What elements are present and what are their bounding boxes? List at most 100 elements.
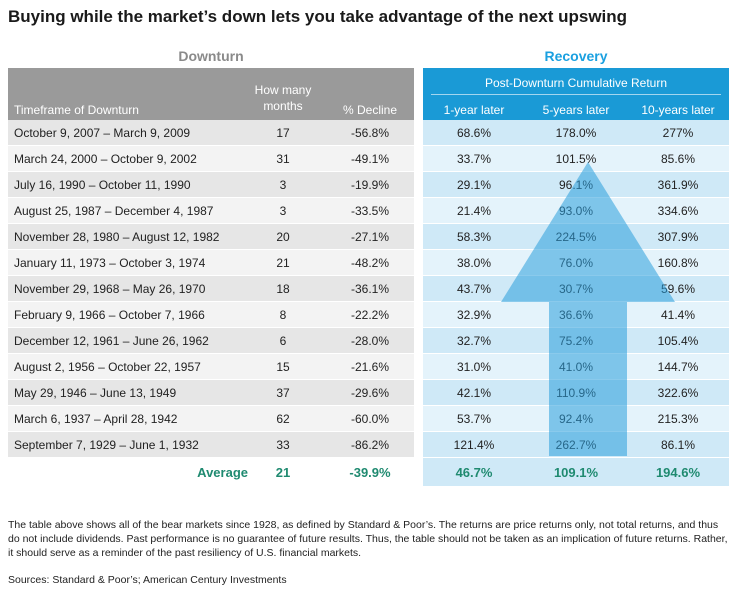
row-10-years: 334.6%: [657, 204, 699, 218]
row-1-year: 32.9%: [456, 308, 492, 322]
table-row: December 12, 1961 – June 26, 1962 6 -28.0%: [8, 328, 414, 354]
row-5-years: 30.7%: [558, 282, 594, 296]
row-10-years: 144.7%: [657, 360, 699, 374]
row-timeframe: September 7, 1929 – June 1, 1932: [14, 438, 199, 452]
table-row: March 24, 2000 – October 9, 2002 31 -49.1%: [8, 146, 414, 172]
header-decline: % Decline: [342, 103, 398, 117]
row-decline: -56.8%: [350, 126, 390, 140]
row-decline: -28.0%: [350, 334, 390, 348]
table-row: 32.7% 75.2% 105.4%: [423, 328, 729, 354]
footnote: The table above shows all of the bear ma…: [8, 519, 728, 559]
average-5-years: 109.1%: [553, 465, 599, 480]
row-decline: -36.1%: [350, 282, 390, 296]
header-post-downturn: Post-Downturn Cumulative Return: [484, 76, 668, 90]
row-10-years: 105.4%: [657, 334, 699, 348]
row-5-years: 93.0%: [558, 204, 594, 218]
row-timeframe: March 24, 2000 – October 9, 2002: [14, 152, 197, 166]
table-row: 38.0% 76.0% 160.8%: [423, 250, 729, 276]
header-10-years: 10-years later: [641, 103, 715, 117]
average-row-recovery: 46.7% 109.1% 194.6%: [423, 458, 729, 486]
table-row: August 25, 1987 – December 4, 1987 3 -33.5…: [8, 198, 414, 224]
row-1-year: 31.0%: [456, 360, 492, 374]
row-5-years: 75.2%: [558, 334, 594, 348]
table-row: January 11, 1973 – October 3, 1974 21 -48.…: [8, 250, 414, 276]
table-row: March 6, 1937 – April 28, 1942 62 -60.0%: [8, 406, 414, 432]
header-divider: [431, 94, 721, 95]
row-10-years: 277%: [662, 126, 694, 140]
table-row: 33.7% 101.5% 85.6%: [423, 146, 729, 172]
row-10-years: 41.4%: [660, 308, 696, 322]
row-decline: -48.2%: [350, 256, 390, 270]
row-1-year: 53.7%: [456, 412, 492, 426]
row-1-year: 58.3%: [456, 230, 492, 244]
row-5-years: 76.0%: [558, 256, 594, 270]
row-months: 6: [279, 334, 287, 348]
row-decline: -19.9%: [350, 178, 390, 192]
row-decline: -60.0%: [350, 412, 390, 426]
average-10-years: 194.6%: [655, 465, 701, 480]
row-months: 21: [276, 256, 290, 270]
row-timeframe: October 9, 2007 – March 9, 2009: [14, 126, 191, 140]
row-timeframe: August 2, 1956 – October 22, 1957: [14, 360, 201, 374]
row-timeframe: January 11, 1973 – October 3, 1974: [14, 256, 206, 270]
row-1-year: 38.0%: [456, 256, 492, 270]
row-1-year: 121.4%: [453, 438, 495, 452]
recovery-section-label: Recovery: [544, 48, 608, 64]
row-10-years: 85.6%: [660, 152, 696, 166]
row-decline: -21.6%: [350, 360, 390, 374]
header-months: How many months: [254, 83, 312, 113]
page-title: Buying while the market’s down lets you …: [8, 7, 628, 26]
row-timeframe: July 16, 1990 – October 11, 1990: [14, 178, 191, 192]
row-months: 8: [279, 308, 287, 322]
row-5-years: 92.4%: [558, 412, 594, 426]
row-timeframe: March 6, 1937 – April 28, 1942: [14, 412, 178, 426]
row-months: 31: [276, 152, 290, 166]
row-10-years: 215.3%: [657, 412, 699, 426]
row-5-years: 36.6%: [558, 308, 594, 322]
row-1-year: 42.1%: [456, 386, 492, 400]
table-row: August 2, 1956 – October 22, 1957 15 -21.6…: [8, 354, 414, 380]
row-decline: -86.2%: [350, 438, 390, 452]
row-10-years: 361.9%: [657, 178, 699, 192]
row-5-years: 262.7%: [555, 438, 597, 452]
header-timeframe: Timeframe of Downturn: [14, 103, 139, 117]
row-1-year: 68.6%: [456, 126, 492, 140]
row-10-years: 322.6%: [657, 386, 699, 400]
row-decline: -22.2%: [350, 308, 390, 322]
row-months: 37: [276, 386, 290, 400]
row-1-year: 29.1%: [456, 178, 492, 192]
sources: Sources: Standard & Poor’s; American Cen…: [8, 574, 287, 586]
row-1-year: 43.7%: [456, 282, 492, 296]
row-5-years: 96.1%: [558, 178, 594, 192]
row-months: 62: [276, 412, 290, 426]
downturn-header: Timeframe of Downturn How many months % …: [8, 68, 414, 120]
table-row: November 28, 1980 – August 12, 1982 20 -27…: [8, 224, 414, 250]
row-5-years: 41.0%: [558, 360, 594, 374]
row-months: 18: [276, 282, 290, 296]
table-row: 21.4% 93.0% 334.6%: [423, 198, 729, 224]
row-decline: -29.6%: [350, 386, 390, 400]
row-5-years: 224.5%: [555, 230, 597, 244]
recovery-header: Post-Downturn Cumulative Return 1-year l…: [423, 68, 729, 120]
average-label: Average: [197, 465, 248, 480]
row-months: 15: [276, 360, 290, 374]
average-1-year: 46.7%: [455, 465, 493, 480]
row-10-years: 86.1%: [660, 438, 696, 452]
downturn-table-body: October 9, 2007 – March 9, 2009 17 -56.8% M…: [8, 120, 414, 458]
table-row: 31.0% 41.0% 144.7%: [423, 354, 729, 380]
table-row: February 9, 1966 – October 7, 1966 8 -22.2…: [8, 302, 414, 328]
table-row: November 29, 1968 – May 26, 1970 18 -36.1%: [8, 276, 414, 302]
downturn-section-label: Downturn: [178, 48, 244, 64]
row-months: 3: [279, 204, 287, 218]
table-row: 58.3% 224.5% 307.9%: [423, 224, 729, 250]
row-timeframe: February 9, 1966 – October 7, 1966: [14, 308, 205, 322]
row-1-year: 21.4%: [456, 204, 492, 218]
table-row: 68.6% 178.0% 277%: [423, 120, 729, 146]
table-row: 43.7% 30.7% 59.6%: [423, 276, 729, 302]
row-1-year: 32.7%: [456, 334, 492, 348]
row-timeframe: May 29, 1946 – June 13, 1949: [14, 386, 177, 400]
table-row: October 9, 2007 – March 9, 2009 17 -56.8%: [8, 120, 414, 146]
row-10-years: 59.6%: [660, 282, 696, 296]
row-1-year: 33.7%: [456, 152, 492, 166]
row-months: 3: [279, 178, 287, 192]
